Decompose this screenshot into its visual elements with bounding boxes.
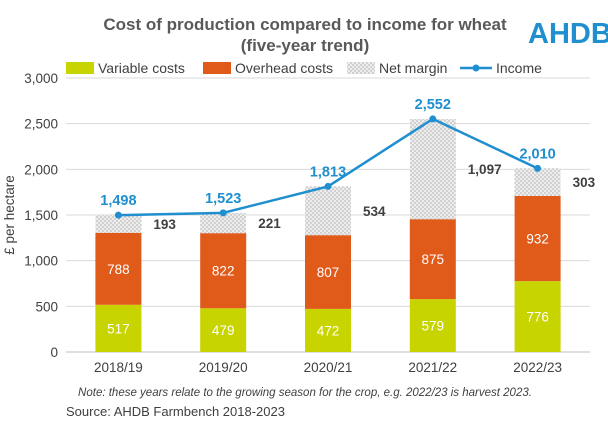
- y-tick-label: 3,000: [24, 71, 58, 86]
- y-tick-label: 1,000: [24, 254, 58, 269]
- bar-overhead-costs: [409, 219, 456, 300]
- data-label-net-margin: 534: [363, 204, 386, 219]
- bar-net-margin: [514, 168, 561, 197]
- income-data-label: 2,010: [519, 146, 555, 162]
- bar-overhead-costs: [514, 196, 561, 282]
- bar-variable-costs: [409, 299, 456, 352]
- chart-note: Note: these years relate to the growing …: [78, 387, 532, 399]
- data-label-net-margin: 221: [258, 216, 281, 231]
- x-tick-label: 2019/20: [199, 360, 248, 375]
- legend-swatch-overhead-costs: [203, 62, 231, 74]
- ahdb-logo: AHDB: [528, 18, 608, 50]
- income-data-label: 1,523: [205, 191, 241, 207]
- income-marker: [429, 115, 437, 123]
- bar-overhead-costs: [95, 232, 142, 305]
- data-label-overhead-costs: 822: [212, 264, 235, 279]
- data-label-variable-costs: 472: [317, 323, 340, 338]
- legend-swatch-net-margin: [347, 62, 375, 74]
- y-tick-label: 2,000: [24, 162, 58, 177]
- income-data-label: 1,498: [100, 193, 136, 209]
- bar-net-margin: [409, 119, 456, 220]
- x-tick-label: 2018/19: [94, 360, 143, 375]
- bar-variable-costs: [95, 304, 142, 352]
- data-label-variable-costs: 776: [526, 310, 549, 325]
- bar-net-margin: [305, 186, 351, 236]
- y-tick-label: 500: [35, 299, 58, 314]
- legend-label-variable-costs: Variable costs: [98, 60, 185, 76]
- income-marker: [114, 211, 122, 219]
- legend-marker-income: [472, 64, 480, 72]
- income-data-label: 1,813: [310, 164, 346, 180]
- data-label-overhead-costs: 932: [526, 232, 549, 247]
- data-label-net-margin: 1,097: [468, 162, 502, 177]
- legend: Variable costs Overhead costs Net margin…: [66, 60, 542, 76]
- legend-label-net-margin: Net margin: [379, 60, 447, 76]
- bar-variable-costs: [305, 308, 351, 352]
- y-tick-label: 2,500: [24, 117, 58, 132]
- bar-overhead-costs: [305, 235, 351, 309]
- bar-variable-costs: [200, 308, 247, 352]
- legend-swatch-variable-costs: [66, 62, 94, 74]
- y-tick-label: 1,500: [24, 208, 58, 223]
- data-label-net-margin: 193: [153, 217, 176, 232]
- x-tick-label: 2020/21: [304, 360, 353, 375]
- data-label-overhead-costs: 788: [107, 262, 130, 277]
- x-tick-label: 2021/22: [408, 360, 457, 375]
- y-tick-label: 0: [50, 345, 58, 360]
- bar-overhead-costs: [200, 233, 247, 309]
- data-label-variable-costs: 579: [422, 319, 445, 334]
- data-label-variable-costs: 517: [107, 321, 130, 336]
- bar-net-margin: [95, 215, 142, 233]
- chart-title-line1: Cost of production compared to income fo…: [103, 15, 507, 34]
- chart-title-line2: (five-year trend): [241, 36, 369, 55]
- data-label-overhead-costs: 807: [317, 265, 340, 280]
- legend-label-overhead-costs: Overhead costs: [235, 60, 333, 76]
- data-label-overhead-costs: 875: [422, 252, 445, 267]
- data-label-net-margin: 303: [573, 175, 596, 190]
- data-label-variable-costs: 479: [212, 323, 235, 338]
- bar-variable-costs: [514, 281, 561, 352]
- income-marker: [219, 209, 227, 217]
- chart-source: Source: AHDB Farmbench 2018-2023: [66, 404, 285, 419]
- income-marker: [324, 182, 332, 190]
- y-axis-label: £ per hectare: [2, 175, 17, 255]
- bar-net-margin: [200, 212, 247, 234]
- income-marker: [534, 164, 542, 172]
- x-tick-label: 2022/23: [513, 360, 562, 375]
- legend-label-income: Income: [496, 60, 542, 76]
- income-data-label: 2,552: [415, 97, 451, 113]
